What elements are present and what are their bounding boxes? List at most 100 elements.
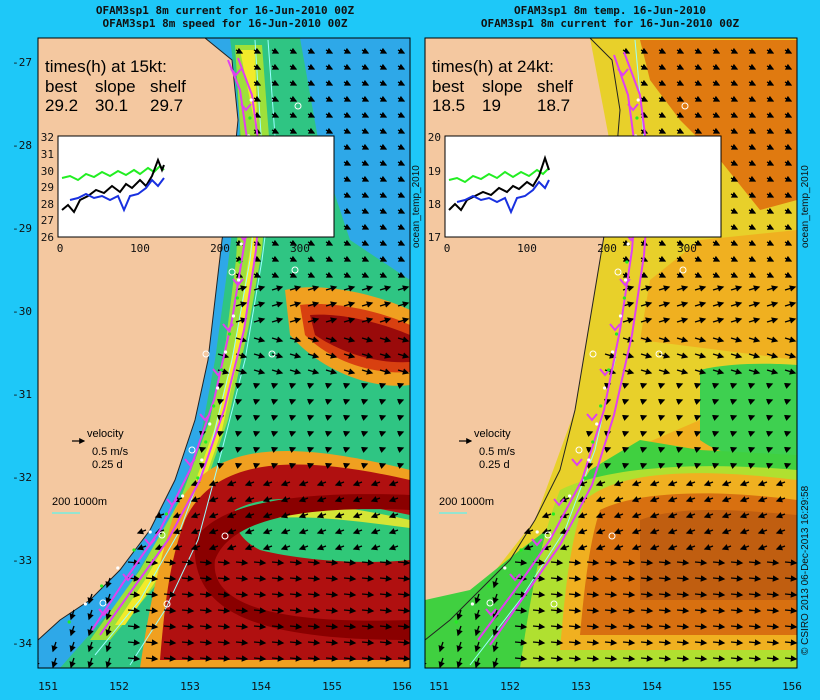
velocity-arrow	[145, 655, 159, 662]
velocity-arrow	[325, 95, 334, 102]
velocity-arrow	[712, 352, 725, 359]
velocity-arrow	[621, 398, 630, 405]
route-chevron	[627, 103, 639, 112]
velocity-arrow	[658, 575, 672, 582]
velocity-arrow	[621, 446, 630, 453]
velocity-arrow	[378, 398, 387, 405]
velocity-arrow	[784, 95, 793, 102]
velocity-arrow	[199, 559, 213, 566]
velocity-arrow	[775, 512, 786, 519]
velocity-arrow	[181, 559, 195, 566]
velocity-arrow	[244, 512, 255, 519]
velocity-arrow	[765, 414, 774, 421]
velocity-arrow	[532, 623, 546, 630]
lon-tick: 153	[180, 680, 200, 693]
velocity-arrow	[271, 111, 280, 118]
velocity-arrow	[361, 255, 370, 262]
velocity-arrow	[307, 79, 316, 86]
velocity-arrow	[270, 414, 279, 421]
velocity-arrow	[397, 623, 410, 630]
velocity-arrow	[694, 255, 703, 262]
velocity-arrow	[711, 382, 720, 389]
velocity-arrow	[730, 143, 739, 150]
velocity-arrow	[199, 623, 213, 630]
velocity-arrow	[181, 623, 195, 630]
velocity-arrow	[307, 639, 321, 646]
track-dot	[636, 98, 640, 102]
left-inset-ytick: 27	[41, 214, 54, 227]
velocity-arrow	[289, 607, 303, 614]
velocity-arrow	[288, 398, 297, 405]
velocity-arrow	[675, 398, 684, 405]
velocity-arrow	[145, 607, 159, 614]
velocity-arrow	[271, 63, 280, 70]
velocity-arrow	[729, 462, 738, 469]
velocity-arrow	[396, 430, 405, 437]
velocity-arrow	[550, 607, 564, 614]
velocity-arrow	[216, 398, 225, 405]
velocity-arrow	[622, 591, 636, 598]
velocity-arrow	[631, 528, 642, 535]
velocity-arrow	[658, 639, 672, 646]
velocity-arrow	[721, 512, 732, 519]
velocity-arrow	[379, 191, 388, 198]
velocity-arrow	[163, 639, 177, 646]
velocity-arrow	[783, 462, 792, 469]
velocity-arrow	[748, 63, 757, 70]
velocity-arrow	[379, 317, 392, 324]
velocity-arrow	[379, 95, 388, 102]
velocity-arrow	[325, 271, 334, 278]
velocity-arrow	[288, 414, 297, 421]
velocity-arrow	[342, 414, 351, 421]
velocity-arrow	[765, 398, 774, 405]
velocity-arrow	[694, 336, 707, 343]
velocity-arrow	[550, 575, 564, 582]
velocity-arrow	[784, 159, 793, 166]
velocity-arrow	[604, 591, 618, 598]
track-dot	[204, 440, 208, 444]
track-dot	[100, 584, 104, 588]
velocity-arrow	[253, 271, 262, 278]
velocity-arrow	[694, 655, 708, 662]
velocity-arrow	[361, 655, 375, 662]
velocity-arrow	[181, 639, 195, 646]
velocity-arrow	[766, 143, 775, 150]
velocity-arrow	[252, 430, 261, 437]
velocity-arrow	[343, 336, 356, 343]
velocity-arrow	[748, 47, 757, 54]
left-inset-xtick: 300	[290, 242, 310, 255]
velocity-arrow	[730, 95, 739, 102]
track-dot	[587, 458, 591, 462]
velocity-arrow	[361, 623, 375, 630]
velocity-arrow	[730, 591, 744, 598]
velocity-arrow	[343, 79, 352, 86]
velocity-arrow	[325, 368, 338, 375]
velocity-arrow	[676, 639, 690, 646]
velocity-arrow	[748, 336, 761, 343]
velocity-arrow	[397, 223, 406, 230]
velocity-arrow	[730, 223, 739, 230]
velocity-arrow	[298, 544, 309, 551]
velocity-arrow	[712, 591, 726, 598]
velocity-arrow	[766, 336, 779, 343]
velocity-arrow	[342, 382, 351, 389]
velocity-arrow	[766, 301, 779, 308]
velocity-arrow	[252, 382, 261, 389]
velocity-arrow	[361, 79, 370, 86]
velocity-arrow	[550, 639, 564, 646]
route-chevron	[617, 68, 629, 77]
track-dot	[454, 620, 458, 624]
velocity-arrow	[270, 430, 279, 437]
velocity-arrow	[730, 336, 743, 343]
velocity-arrow	[87, 641, 94, 653]
velocity-arrow	[226, 480, 237, 487]
velocity-arrow	[379, 63, 388, 70]
velocity-arrow	[289, 317, 302, 324]
velocity-arrow	[730, 239, 739, 246]
velocity-arrow	[657, 382, 666, 389]
velocity-arrow	[784, 591, 797, 598]
credit-label: © CSIRO 2013 06-Dec-2013 16:29:58	[800, 485, 811, 655]
velocity-arrow	[163, 623, 177, 630]
velocity-arrow	[766, 111, 775, 118]
velocity-arrow	[748, 127, 757, 134]
